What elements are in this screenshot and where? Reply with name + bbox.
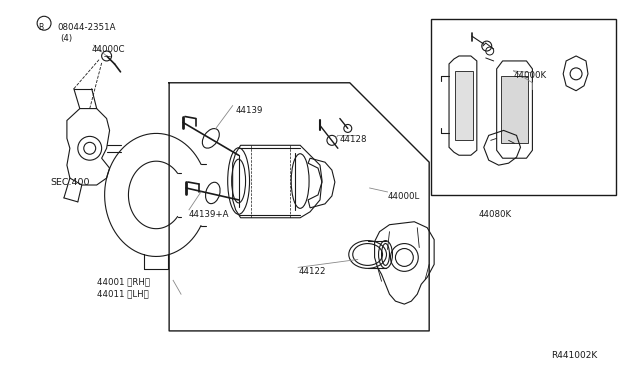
Text: R441002K: R441002K bbox=[551, 351, 598, 360]
Text: 44128: 44128 bbox=[340, 135, 367, 144]
Text: B: B bbox=[38, 23, 44, 32]
Text: 44000L: 44000L bbox=[387, 192, 420, 201]
Text: 44080K: 44080K bbox=[479, 210, 512, 219]
Text: 44122: 44122 bbox=[298, 267, 326, 276]
Polygon shape bbox=[455, 71, 473, 140]
Text: (4): (4) bbox=[60, 34, 72, 43]
Text: 08044-2351A: 08044-2351A bbox=[57, 23, 115, 32]
Text: 44011 〈LH〉: 44011 〈LH〉 bbox=[97, 289, 148, 298]
Text: 44000C: 44000C bbox=[92, 45, 125, 54]
Text: SEC.400: SEC.400 bbox=[50, 178, 90, 187]
Polygon shape bbox=[500, 76, 529, 143]
Bar bbox=[431, 19, 616, 195]
Text: 44139+A: 44139+A bbox=[189, 210, 230, 219]
Text: 44001 〈RH〉: 44001 〈RH〉 bbox=[97, 277, 150, 286]
Text: 44139: 44139 bbox=[236, 106, 263, 115]
Text: 44000K: 44000K bbox=[513, 71, 547, 80]
